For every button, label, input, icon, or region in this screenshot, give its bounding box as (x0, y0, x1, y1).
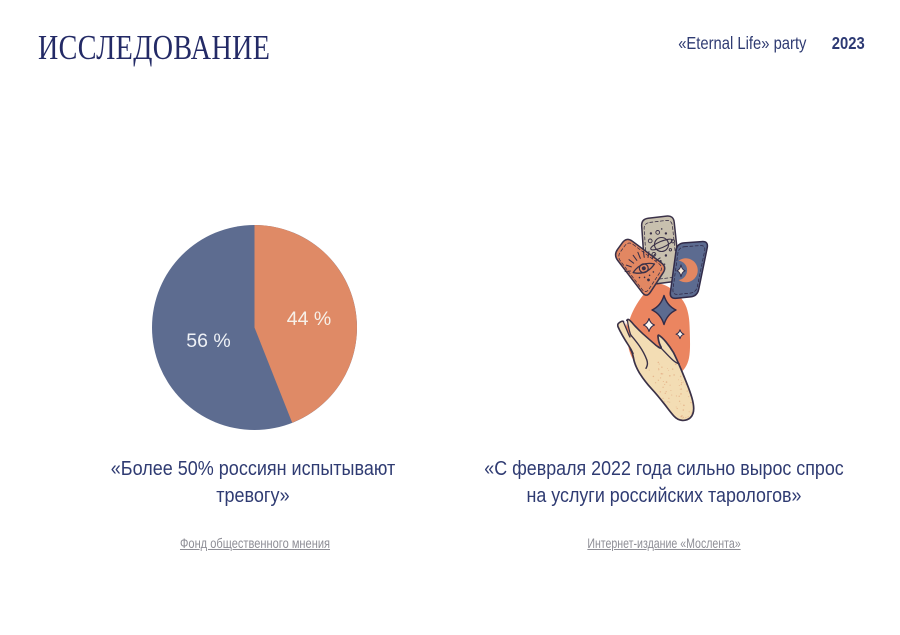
svg-text:56 %: 56 % (186, 330, 230, 352)
svg-text:44 %: 44 % (287, 308, 331, 330)
